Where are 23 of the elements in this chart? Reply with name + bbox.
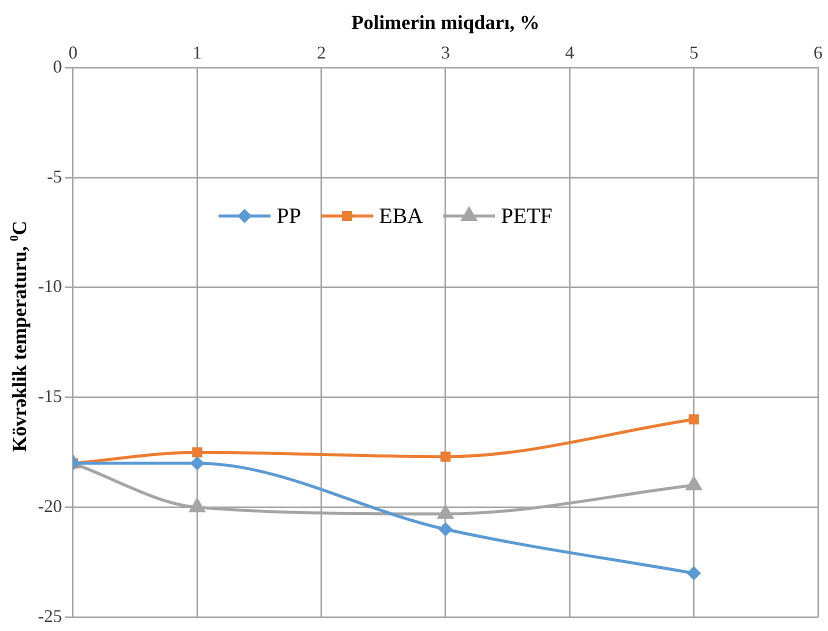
y-tick-label: -20 — [38, 496, 62, 516]
point — [687, 566, 700, 580]
x-tick-label: 4 — [565, 42, 574, 63]
point — [688, 414, 699, 424]
x-tick-label: 3 — [440, 42, 450, 63]
point — [192, 447, 202, 458]
y-tick-label: 0 — [52, 56, 62, 76]
y-tick-label: -15 — [38, 386, 62, 406]
x-tick-label: 0 — [68, 42, 78, 63]
point — [438, 522, 452, 536]
y-tick-label: -5 — [46, 166, 62, 186]
legend-label: EBA — [379, 202, 424, 228]
x-tick-label: 2 — [316, 42, 326, 63]
legend-label: PETF — [501, 202, 552, 228]
x-tick-label: 1 — [192, 42, 202, 63]
y-tick-label: -25 — [38, 606, 62, 626]
x-tick-label: 5 — [689, 42, 698, 63]
x-tick-label: 6 — [814, 42, 822, 63]
point — [440, 452, 451, 462]
point — [190, 456, 204, 470]
x-axis-title: Polimerin miqdarı, % — [351, 12, 540, 34]
y-tick-label: -10 — [38, 276, 62, 296]
legend-label: PP — [276, 202, 302, 228]
